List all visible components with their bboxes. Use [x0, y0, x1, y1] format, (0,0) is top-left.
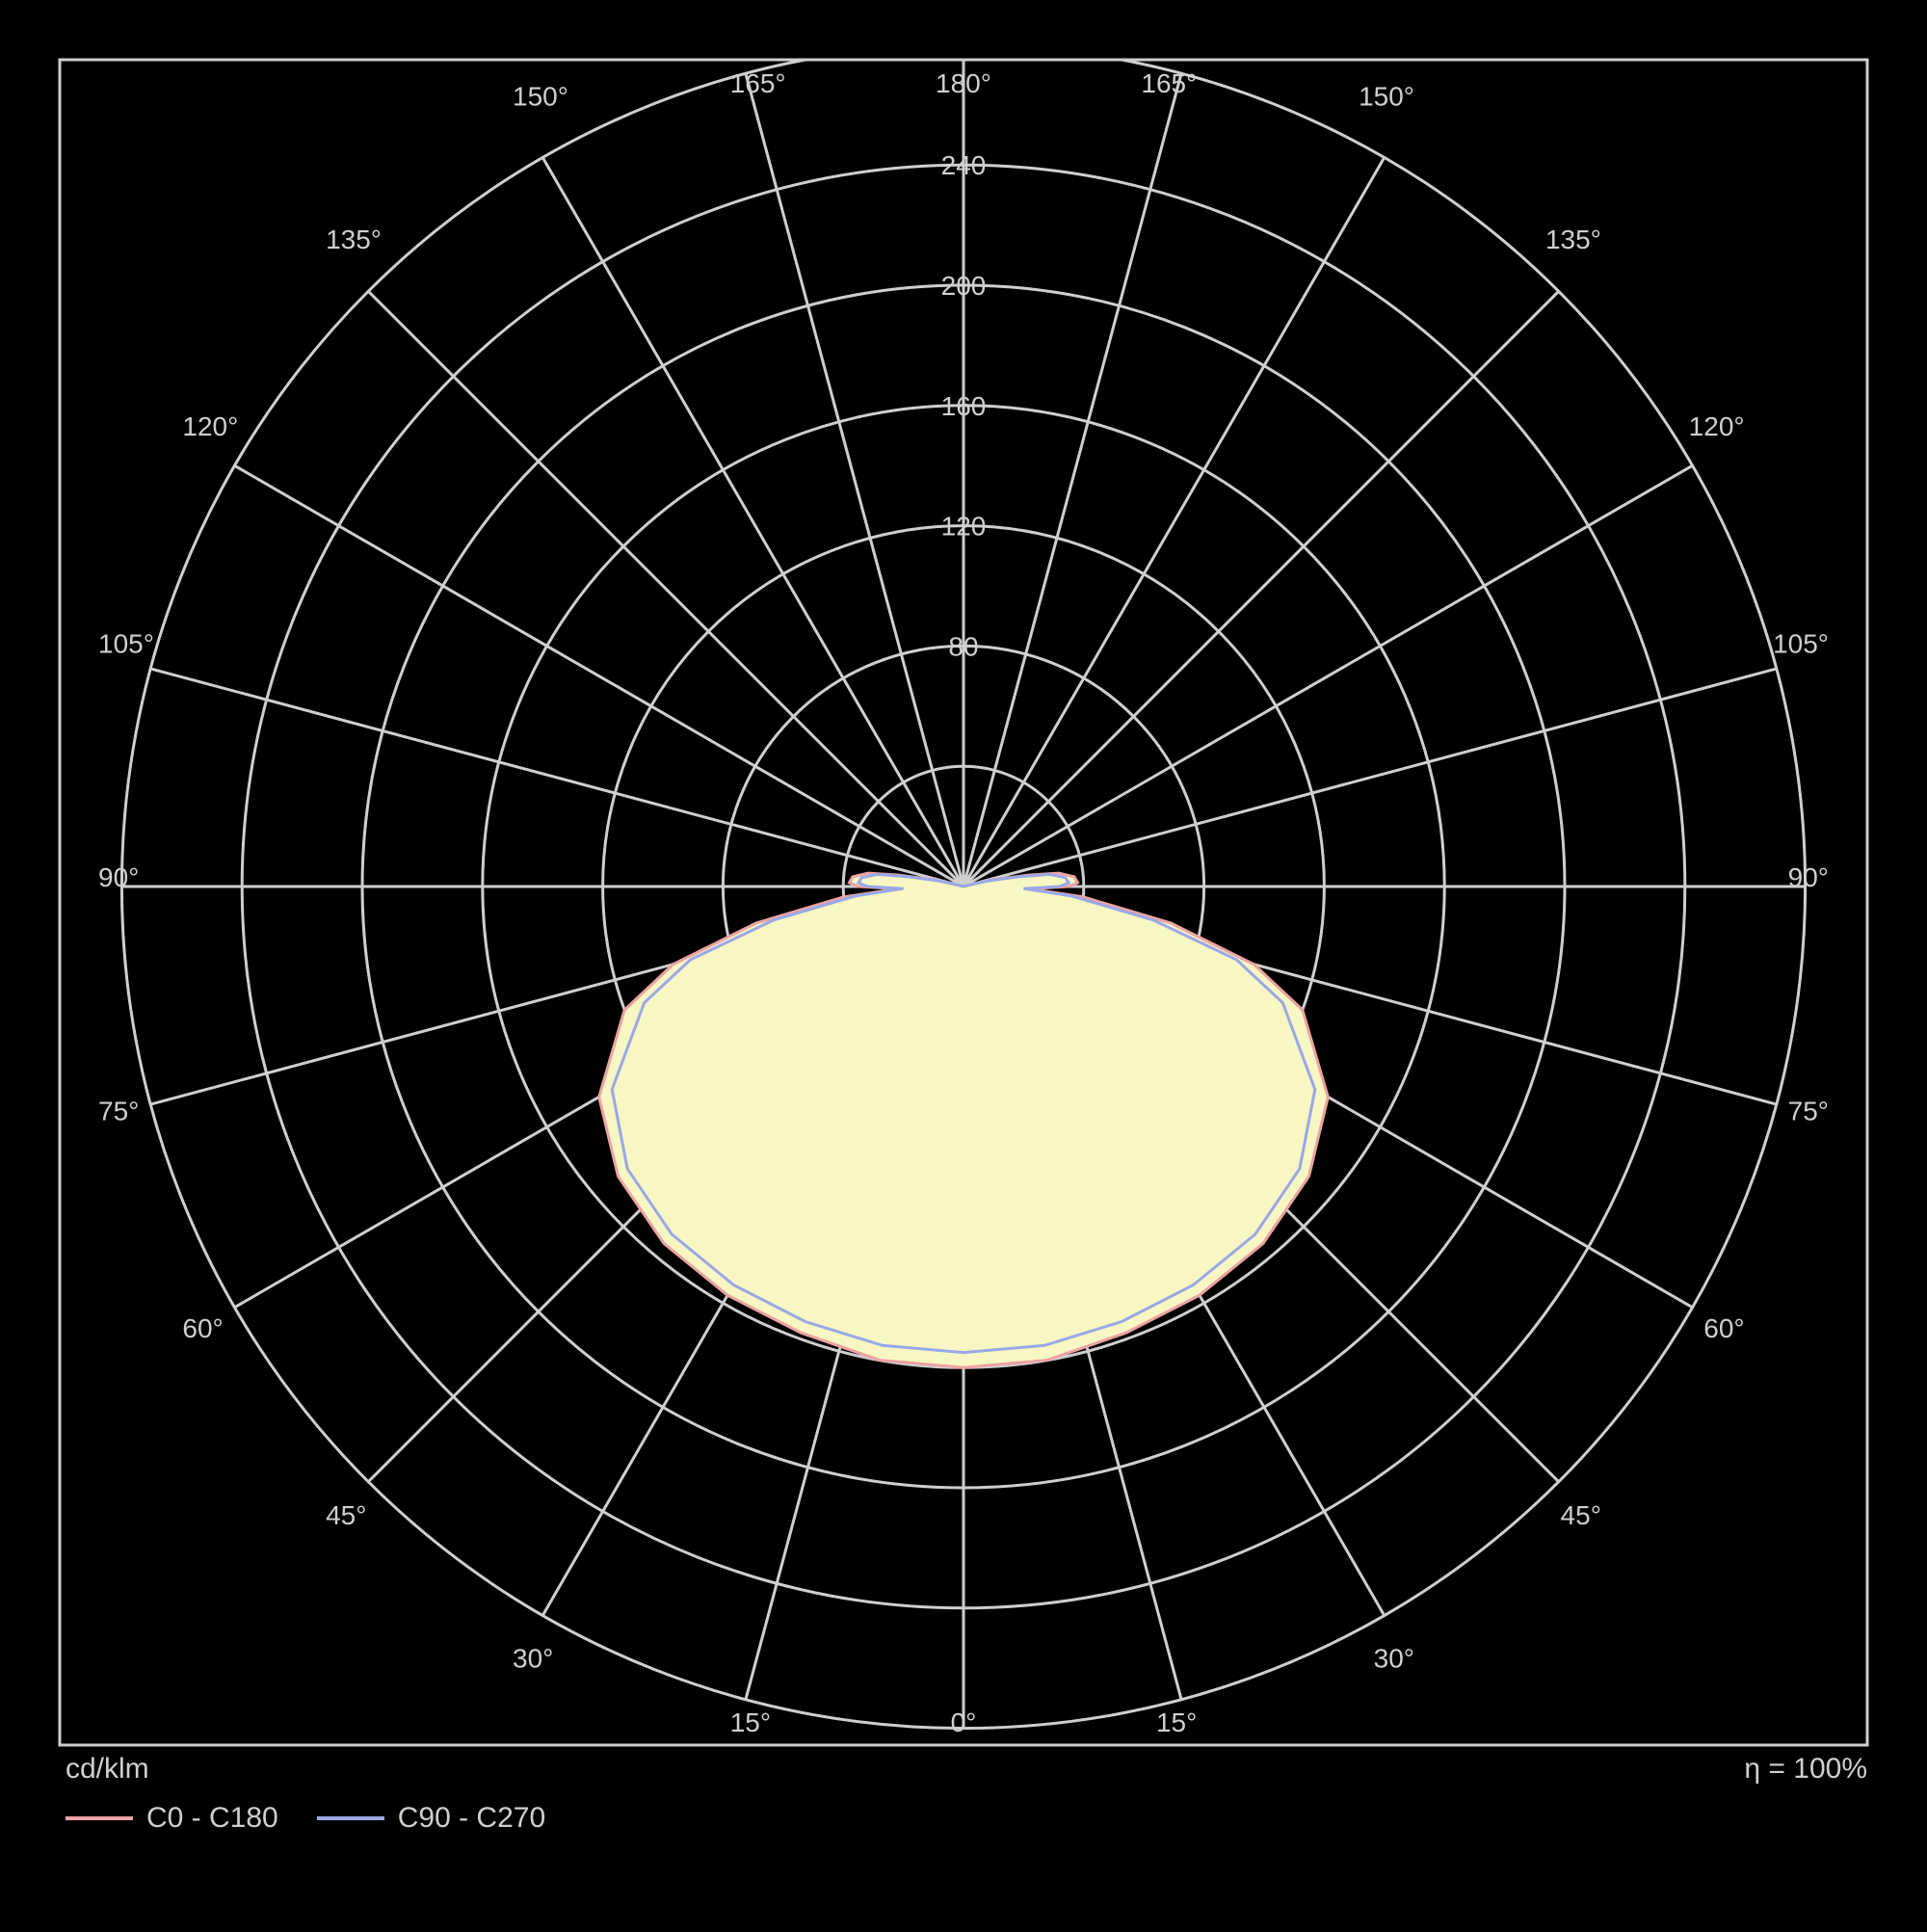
angle-label: 90° — [1788, 862, 1829, 892]
angle-label: 105° — [1773, 629, 1829, 659]
angle-label: 90° — [98, 862, 139, 892]
angle-label: 135° — [326, 225, 382, 254]
legend-label: C0 - C180 — [146, 1802, 278, 1835]
angle-label: 105° — [98, 629, 154, 659]
efficiency-label: η = 100% — [1744, 1753, 1867, 1786]
legend-item: C90 - C270 — [317, 1802, 545, 1835]
legend-label: C90 - C270 — [398, 1802, 545, 1835]
angle-label: 75° — [98, 1096, 139, 1125]
radial-tick-label: 240 — [941, 150, 987, 180]
angle-label: 15° — [1156, 1707, 1197, 1737]
legend-swatch — [317, 1816, 384, 1820]
radial-tick-label: 80 — [948, 631, 978, 661]
angle-label: 165° — [1141, 68, 1197, 98]
angle-label: 180° — [936, 68, 991, 98]
angle-label: 165° — [730, 68, 786, 98]
radial-tick-label: 120 — [941, 512, 987, 542]
angle-label: 0° — [951, 1707, 977, 1737]
angle-label: 45° — [1561, 1500, 1601, 1530]
angle-label: 45° — [326, 1500, 366, 1530]
radial-tick-label: 160 — [941, 391, 987, 421]
angle-label: 30° — [1374, 1644, 1414, 1674]
angle-label: 120° — [1689, 411, 1745, 441]
angle-label: 75° — [1788, 1096, 1829, 1125]
angle-label: 60° — [182, 1313, 223, 1343]
legend-swatch — [66, 1816, 133, 1820]
polar-chart: 80 120 160 200 240 0° 15° 15° 30° 30° 45° 45° 60° 60°… — [0, 0, 1927, 1927]
angle-label: 30° — [513, 1644, 553, 1674]
angle-label: 60° — [1703, 1313, 1744, 1343]
angle-label: 150° — [513, 81, 568, 111]
angle-label: 150° — [1359, 81, 1414, 111]
axis-unit-label: cd/klm — [66, 1753, 149, 1786]
legend: C0 - C180 C90 - C270 — [66, 1802, 545, 1835]
angle-label: 135° — [1545, 225, 1601, 254]
angle-label: 120° — [182, 411, 238, 441]
angle-label: 15° — [730, 1707, 771, 1737]
legend-item: C0 - C180 — [66, 1802, 278, 1835]
radial-tick-label: 200 — [941, 271, 987, 301]
